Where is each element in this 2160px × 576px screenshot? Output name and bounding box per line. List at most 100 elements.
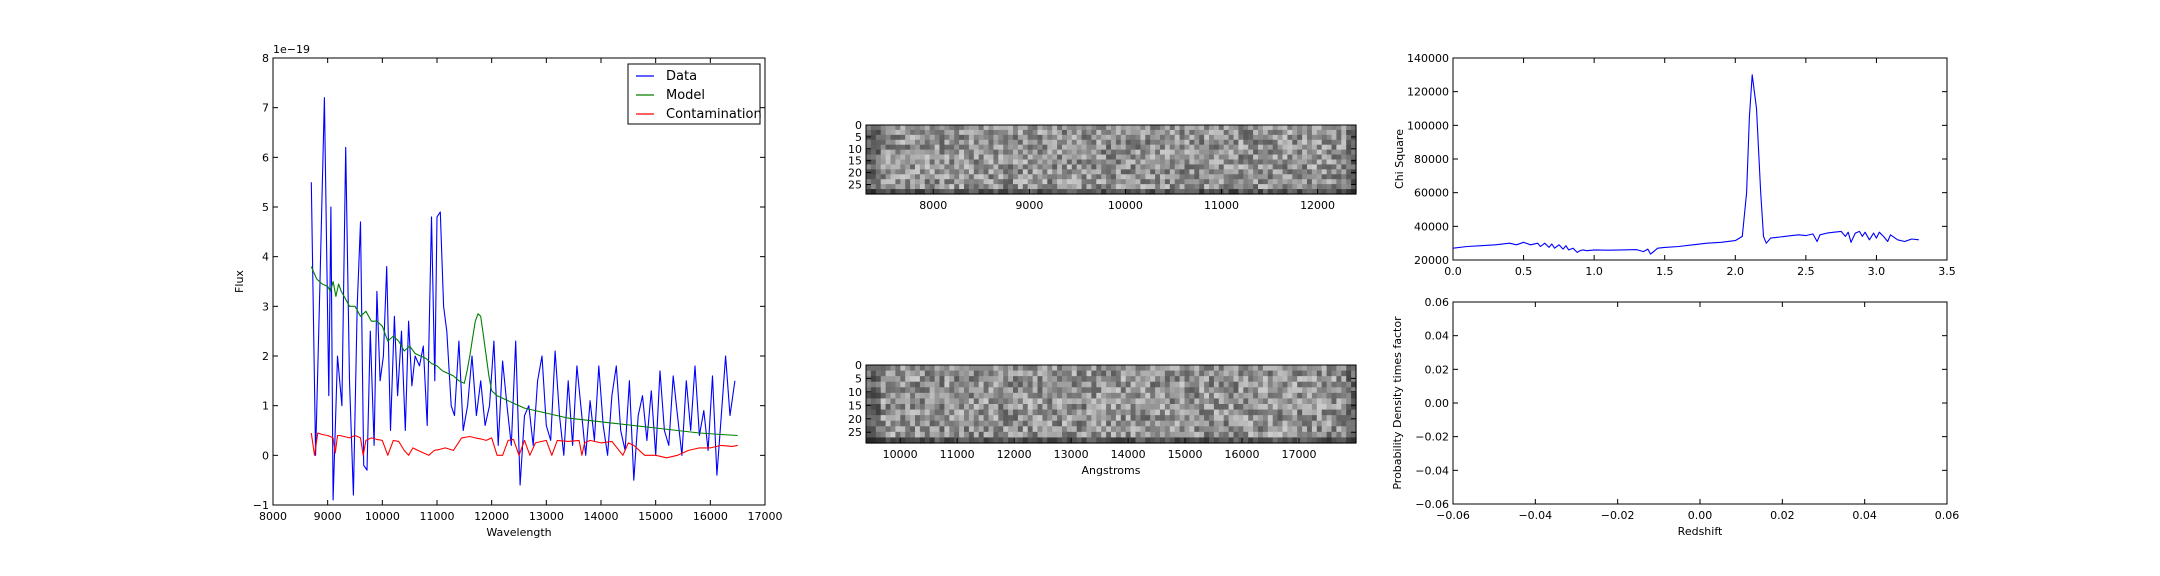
image-top-pixel	[1272, 134, 1279, 141]
image-bottom-pixel	[929, 431, 936, 439]
image-top-pixel	[1155, 174, 1161, 180]
image-top-pixel	[1052, 125, 1058, 131]
image-bottom-pixel	[905, 370, 911, 377]
image-bottom-pixel	[1057, 392, 1063, 400]
image-top-pixel	[973, 184, 980, 190]
image-bottom-pixel	[1081, 415, 1088, 422]
image-top-pixel	[885, 129, 892, 136]
image-top-pixel	[1091, 179, 1097, 185]
image-bottom-pixel	[905, 420, 911, 427]
image-bottom-pixel	[1057, 370, 1063, 377]
image-bottom-pixel	[1086, 404, 1092, 411]
image-bottom-pixel	[1189, 365, 1195, 372]
image-top-pixel	[1076, 169, 1083, 175]
image-bottom-pixel	[910, 370, 916, 377]
image-top-pixel	[1311, 154, 1318, 161]
image-bottom-pixel	[939, 431, 945, 439]
image-bottom-pixel	[1091, 392, 1097, 400]
image-top-pixel	[1062, 139, 1068, 146]
image-top-pixel	[1052, 139, 1058, 146]
image-bottom-pixel	[1066, 415, 1073, 422]
image-top-pixel	[919, 154, 926, 161]
image-top-pixel	[900, 139, 906, 146]
image-top-pixel	[895, 179, 901, 185]
image-bottom-pixel	[1248, 365, 1254, 372]
legend-label-contamination: Contamination	[666, 107, 762, 122]
image-bottom-pixel	[959, 437, 965, 444]
image-bottom-pixel	[1194, 404, 1200, 411]
image-top-pixel	[1037, 174, 1043, 180]
image-bottom-pixel	[1262, 437, 1269, 444]
image-top-pixel	[1331, 125, 1337, 131]
image-bottom-pixel	[1302, 420, 1308, 427]
image-top-pixel	[1199, 144, 1205, 151]
image-bottom-pixel	[1096, 404, 1102, 411]
image-bottom-pixel	[939, 409, 945, 416]
image-top-pixel	[1169, 125, 1176, 131]
image-top-pixel	[1130, 149, 1137, 156]
image-bottom-pixel	[890, 426, 896, 433]
image-top-pixel	[964, 189, 970, 195]
image-top-pixel	[880, 134, 887, 141]
image-bottom-pixel	[1150, 398, 1156, 405]
image-top-pixel	[1282, 144, 1288, 151]
image-bottom-pixel	[949, 426, 955, 433]
image-top-ytick-label: 10	[848, 143, 862, 156]
image-top-pixel	[1287, 149, 1293, 156]
image-top-pixel	[993, 144, 999, 151]
image-top-pixel	[1189, 139, 1195, 146]
image-top-pixel	[1081, 179, 1088, 185]
legend-label-model: Model	[666, 88, 705, 103]
image-top-pixel	[1336, 125, 1342, 131]
image-bottom-pixel	[880, 431, 887, 439]
image-top-pixel	[910, 169, 916, 175]
image-top-pixel	[1204, 189, 1210, 195]
image-bottom-pixel	[1140, 420, 1146, 427]
image-top-pixel	[949, 154, 955, 161]
image-top-pixel	[1042, 184, 1048, 190]
image-top-pixel	[929, 164, 936, 170]
image-bottom-pixel	[1160, 376, 1166, 383]
image-top-pixel	[1311, 139, 1318, 146]
image-top-pixel	[1287, 169, 1293, 175]
image-bottom-pixel	[1331, 409, 1337, 416]
image-bottom-pixel	[1164, 370, 1171, 377]
image-top-pixel	[959, 184, 965, 190]
image-bottom-pixel	[1321, 365, 1328, 372]
image-bottom-pixel	[1282, 437, 1288, 444]
image-bottom-pixel	[959, 398, 965, 405]
image-bottom-pixel	[1321, 404, 1328, 411]
image-top-pixel	[1243, 159, 1249, 166]
image-top-pixel	[1194, 154, 1200, 161]
image-bottom-pixel	[1027, 376, 1034, 383]
image-bottom-pixel	[934, 398, 941, 405]
image-top-pixel	[1101, 164, 1107, 170]
image-top-pixel	[1125, 169, 1132, 175]
image-bottom-pixel	[1106, 376, 1112, 383]
image-bottom-pixel	[880, 370, 887, 377]
image-top-pixel	[939, 149, 945, 156]
image-bottom-pixel	[1243, 365, 1249, 372]
image-top-pixel	[1022, 184, 1029, 190]
image-top-pixel	[1071, 139, 1078, 146]
image-bottom-pixel	[1297, 365, 1303, 372]
image-top-pixel	[998, 139, 1004, 146]
image-bottom-pixel	[1311, 431, 1318, 439]
image-top-pixel	[866, 134, 872, 141]
image-bottom-pixel	[905, 376, 911, 383]
image-top-pixel	[1013, 174, 1019, 180]
image-bottom-pixel	[1267, 387, 1274, 394]
image-top-pixel	[915, 125, 921, 131]
image-top-pixel	[1199, 169, 1205, 175]
image-top-xtick-label: 10000	[1108, 199, 1143, 212]
image-top-pixel	[870, 159, 877, 166]
image-top-pixel	[934, 174, 941, 180]
image-bottom-pixel	[1287, 404, 1293, 411]
image-top-pixel	[1238, 184, 1244, 190]
image-top-pixel	[924, 164, 931, 170]
image-top-pixel	[1179, 184, 1186, 190]
image-top-pixel	[1209, 144, 1215, 151]
image-top-pixel	[1321, 154, 1328, 161]
image-top-pixel	[1125, 144, 1132, 151]
image-bottom-pixel	[1346, 437, 1352, 444]
